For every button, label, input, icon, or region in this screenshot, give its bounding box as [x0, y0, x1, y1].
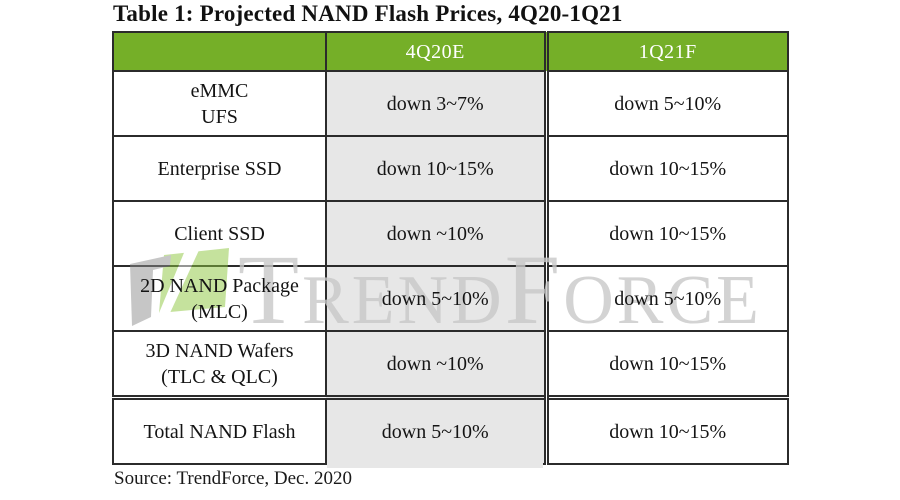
table-row: Client SSD down ~10% down 10~15% [112, 200, 789, 267]
cell-value: down 5~10% [381, 287, 489, 310]
table-row: 2D NAND Package (MLC) down 5~10% down 5~… [112, 265, 789, 332]
cell-value: down 10~15% [609, 420, 727, 443]
q4-2020e-cell: down 3~7% [325, 70, 547, 137]
cell-value: Total NAND Flash [143, 420, 296, 443]
q1-2021f-cell: down 5~10% [543, 70, 789, 137]
product-cell: 2D NAND Package (MLC) [112, 265, 327, 332]
q1-2021f-cell: down 10~15% [543, 330, 789, 399]
q1-2021f-cell: down 10~15% [543, 135, 789, 202]
page-title: Table 1: Projected NAND Flash Prices, 4Q… [113, 1, 623, 26]
q1-2021f-cell: down 10~15% [543, 395, 789, 465]
cell-value: eMMC UFS [190, 79, 249, 128]
cell-value: down ~10% [386, 352, 484, 375]
product-cell: 3D NAND Wafers (TLC & QLC) [112, 330, 327, 399]
q1-2021f-cell: down 5~10% [543, 265, 789, 332]
header-label: 4Q20E [405, 40, 465, 63]
product-cell: Enterprise SSD [112, 135, 327, 202]
header-label: 1Q21F [638, 40, 697, 63]
cell-value: down 5~10% [614, 92, 722, 115]
cell-value: down 5~10% [381, 420, 489, 443]
table-row: Enterprise SSD down 10~15% down 10~15% [112, 135, 789, 202]
cell-value: Client SSD [174, 222, 265, 245]
q4-2020e-cell: down ~10% [325, 200, 547, 267]
cell-value: down 10~15% [609, 157, 727, 180]
cell-value: down 10~15% [376, 157, 494, 180]
source-note: Source: TrendForce, Dec. 2020 [114, 468, 352, 489]
table-header-row: 4Q20E 1Q21F [112, 31, 789, 72]
cell-value: Enterprise SSD [157, 157, 282, 180]
cell-value: down 5~10% [614, 287, 722, 310]
table-row: 3D NAND Wafers (TLC & QLC) down ~10% dow… [112, 330, 789, 399]
q4-2020e-cell: down ~10% [325, 330, 547, 399]
cell-value: down 10~15% [609, 352, 727, 375]
highlight-column-tab [327, 461, 543, 468]
cell-value: down ~10% [386, 222, 484, 245]
header-cell-1q21f: 1Q21F [543, 31, 789, 72]
cell-value: 3D NAND Wafers (TLC & QLC) [145, 339, 294, 388]
cell-value: down 3~7% [386, 92, 484, 115]
product-cell: eMMC UFS [112, 70, 327, 137]
cell-value: down 10~15% [609, 222, 727, 245]
product-cell: Client SSD [112, 200, 327, 267]
q4-2020e-cell: down 5~10% [325, 395, 547, 465]
table-row: eMMC UFS down 3~7% down 5~10% [112, 70, 789, 137]
header-cell-4q20e: 4Q20E [325, 31, 547, 72]
q1-2021f-cell: down 10~15% [543, 200, 789, 267]
nand-price-table: 4Q20E 1Q21F eMMC UFS down 3~7% down 5~10… [112, 31, 789, 465]
cell-value: 2D NAND Package (MLC) [140, 274, 299, 323]
table-row-total: Total NAND Flash down 5~10% down 10~15% [112, 395, 789, 465]
q4-2020e-cell: down 10~15% [325, 135, 547, 202]
product-cell: Total NAND Flash [112, 395, 327, 465]
q4-2020e-cell: down 5~10% [325, 265, 547, 332]
header-cell-product [112, 31, 327, 72]
